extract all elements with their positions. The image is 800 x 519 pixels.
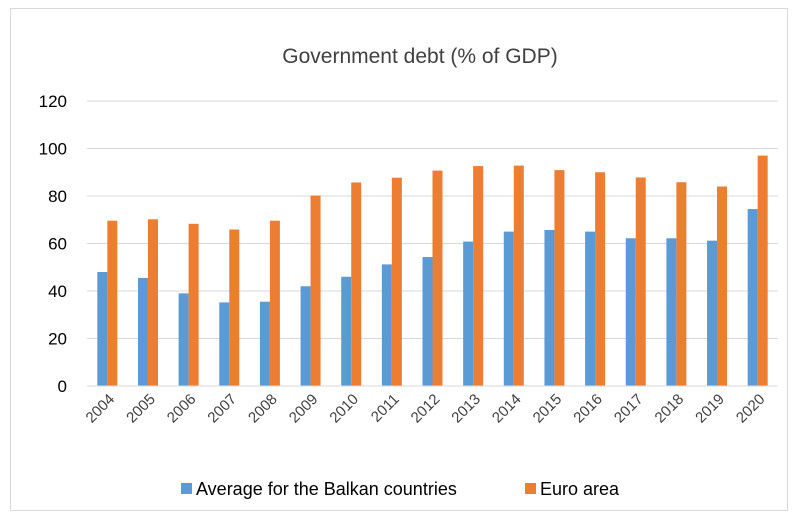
x-tick-label: 2008 — [245, 391, 281, 427]
bar-euro-area — [351, 182, 362, 386]
bar-balkan — [544, 229, 555, 386]
bar-balkan — [585, 231, 596, 386]
x-tick-label: 2014 — [489, 391, 525, 427]
bar-euro-area — [391, 177, 402, 386]
x-tick-label: 2018 — [652, 391, 688, 427]
legend: Average for the Balkan countries Euro ar… — [181, 479, 620, 499]
bar-euro-area — [269, 220, 280, 386]
bar-balkan — [747, 209, 758, 386]
bar-balkan — [381, 264, 392, 386]
bar-euro-area — [595, 172, 606, 386]
bar-euro-area — [107, 220, 118, 386]
bar-euro-area — [757, 155, 768, 386]
bar-balkan — [178, 293, 189, 386]
y-tick-label: 80 — [48, 187, 67, 206]
bar-balkan — [137, 277, 148, 386]
bar-balkan — [219, 302, 230, 386]
bar-euro-area — [229, 229, 240, 386]
bar-euro-area — [717, 186, 728, 386]
y-tick-label: 100 — [39, 140, 67, 159]
bars — [97, 155, 768, 386]
legend-swatch-balkan — [181, 483, 192, 494]
x-tick-label: 2005 — [123, 391, 159, 427]
bar-euro-area — [676, 182, 687, 386]
x-tick-label: 2017 — [611, 391, 647, 427]
x-tick-label: 2019 — [692, 391, 728, 427]
chart-title: Government debt (% of GDP) — [282, 45, 557, 68]
y-tick-label: 60 — [48, 235, 67, 254]
bar-balkan — [259, 301, 270, 386]
x-tick-label: 2016 — [570, 391, 606, 427]
y-tick-label: 0 — [58, 377, 67, 396]
bar-euro-area — [147, 219, 158, 386]
bar-balkan — [97, 272, 108, 386]
bar-euro-area — [310, 195, 321, 386]
bar-balkan — [503, 231, 514, 386]
x-tick-label: 2010 — [326, 391, 362, 427]
x-tick-label: 2009 — [286, 391, 322, 427]
y-tick-label: 40 — [48, 282, 67, 301]
y-tick-label: 20 — [48, 330, 67, 349]
legend-swatch-euro — [525, 483, 536, 494]
x-tick-label: 2015 — [530, 391, 566, 427]
x-tick-label: 2020 — [733, 391, 769, 427]
bar-euro-area — [513, 165, 524, 386]
bar-euro-area — [473, 166, 484, 386]
y-tick-label: 120 — [39, 92, 67, 111]
x-axis-ticks: 2004 2005 2006 2007 2008 2009 2010 2011 2012 2013… — [83, 391, 769, 427]
bar-euro-area — [635, 177, 646, 386]
x-tick-label: 2012 — [408, 391, 444, 427]
y-axis-ticks: 0 20 40 60 80 100 120 — [39, 92, 67, 396]
legend-label-euro: Euro area — [540, 479, 620, 499]
bar-euro-area — [188, 223, 199, 386]
x-tick-label: 2007 — [204, 391, 240, 427]
bar-balkan — [463, 241, 474, 386]
bar-euro-area — [432, 170, 443, 386]
x-tick-label: 2006 — [164, 391, 200, 427]
bar-balkan — [341, 276, 352, 386]
x-tick-label: 2004 — [83, 391, 119, 427]
bar-euro-area — [554, 170, 565, 386]
bar-balkan — [625, 238, 636, 386]
chart: Government debt (% of GDP) 0 20 40 60 80 100 1… — [39, 45, 778, 499]
x-tick-label: 2011 — [368, 391, 403, 426]
bar-balkan — [422, 257, 433, 386]
bar-balkan — [300, 286, 311, 386]
x-tick-label: 2013 — [448, 391, 484, 427]
bar-balkan — [666, 238, 677, 386]
chart-frame: Government debt (% of GDP) 0 20 40 60 80 100 1… — [10, 8, 788, 511]
bar-balkan — [707, 240, 718, 386]
legend-label-balkan: Average for the Balkan countries — [196, 479, 457, 499]
